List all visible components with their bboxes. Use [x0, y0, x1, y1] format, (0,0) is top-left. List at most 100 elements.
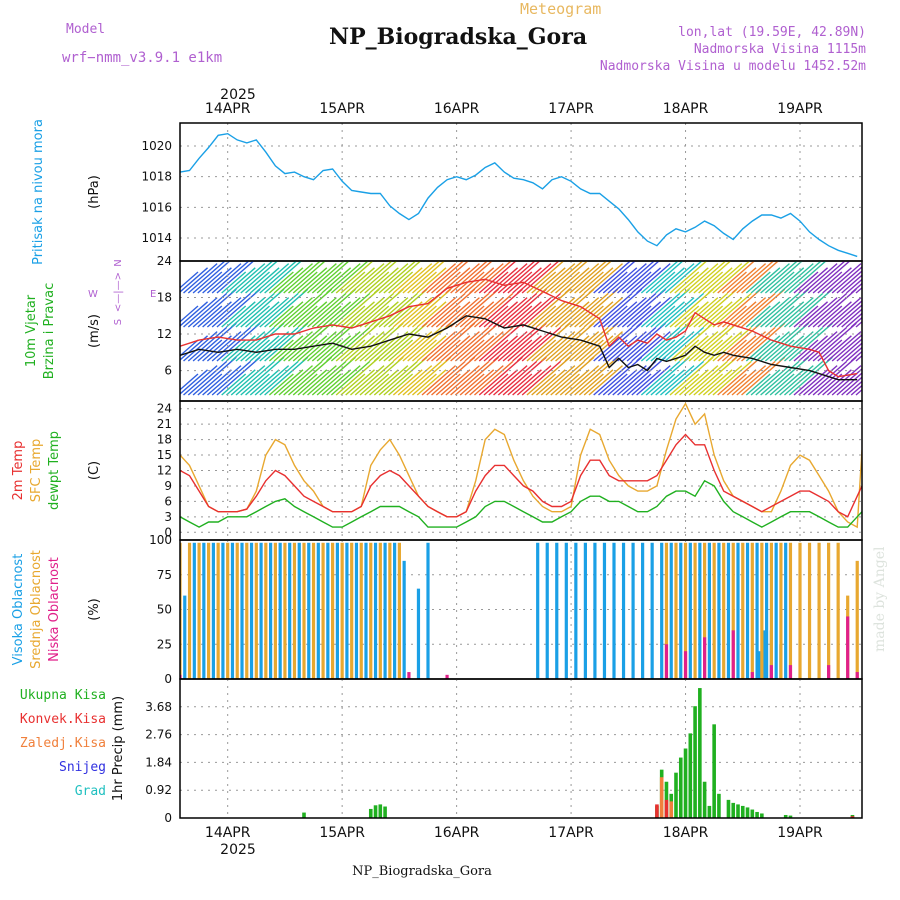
wind-barb	[583, 369, 614, 396]
compass-e: E	[150, 289, 156, 300]
wind-barb	[187, 261, 226, 294]
bar	[707, 542, 711, 679]
wind-barb	[483, 305, 509, 328]
wind-barb	[259, 292, 299, 328]
wind-barb	[536, 335, 566, 362]
wind-barb	[598, 288, 643, 328]
wind-barb	[216, 322, 261, 362]
side-label: 2m Temp	[11, 441, 26, 501]
wind-barb	[221, 271, 247, 294]
wind-barb	[311, 322, 356, 362]
wind-barb	[598, 356, 643, 396]
wind-barb	[369, 369, 399, 396]
top-date-axis: 14APR 15APR 16APR 17APR 18APR 19APR	[205, 101, 823, 117]
wind-barb	[536, 369, 566, 396]
wind-barb	[369, 267, 399, 294]
wind-barb	[249, 301, 280, 328]
bar	[769, 542, 773, 679]
wind-barb	[702, 301, 733, 328]
wind-barb	[774, 369, 805, 396]
bar	[703, 637, 707, 679]
bar	[202, 542, 206, 679]
wind-barb	[440, 369, 471, 396]
wind-barb	[493, 263, 528, 294]
wind-barb	[559, 369, 590, 396]
bar	[340, 542, 344, 679]
bar	[249, 542, 254, 679]
wind-barb	[416, 267, 447, 294]
wind-barb	[397, 263, 433, 294]
wind-barb	[350, 297, 385, 328]
wind-barb	[364, 271, 390, 294]
wind-barb	[502, 356, 547, 396]
bar	[693, 542, 697, 679]
wind-barb	[836, 304, 862, 328]
bar	[669, 542, 673, 679]
wind-barb	[273, 301, 304, 328]
bar	[216, 542, 220, 679]
bar	[807, 542, 812, 679]
wind-barb	[230, 263, 266, 294]
wind-barb	[516, 331, 552, 362]
wind-barb	[431, 322, 476, 362]
wind-barb	[292, 271, 318, 294]
wind-barb	[283, 326, 323, 362]
wind-barb	[612, 365, 647, 396]
y-unit-label: (m/s)	[87, 314, 102, 348]
bar	[674, 772, 678, 818]
wind-barb	[392, 267, 423, 294]
wind-arrows	[180, 261, 862, 396]
series-layer	[180, 132, 858, 258]
wind-barb	[307, 360, 347, 396]
y-tick-label: 1014	[141, 231, 172, 245]
bar	[702, 781, 707, 818]
y-tick-label: 24	[157, 254, 172, 268]
y-unit-label: (%)	[87, 598, 102, 621]
wind-barb	[421, 263, 457, 294]
compass-w: W	[88, 289, 98, 300]
wind-barb	[631, 267, 662, 294]
bar	[698, 542, 702, 679]
wind-barb	[617, 326, 657, 362]
wind-barb	[807, 360, 848, 396]
wind-barb	[392, 335, 423, 362]
wind-barb	[192, 288, 237, 328]
y-unit-label: (hPa)	[87, 175, 102, 209]
wind-barb	[817, 373, 843, 396]
wind-barb	[340, 271, 366, 294]
wind-barb	[435, 339, 461, 362]
wind-barb	[426, 261, 465, 294]
wind-barb	[180, 271, 199, 289]
wind-barb	[245, 271, 270, 294]
wind-barb	[464, 335, 495, 362]
bar	[335, 542, 339, 679]
y-tick-label: 25	[157, 637, 172, 651]
wind-barb	[206, 331, 242, 362]
bar	[180, 674, 182, 679]
wind-barb	[464, 369, 495, 396]
wind-barb	[459, 339, 485, 362]
wind-barb	[774, 301, 805, 328]
wind-barb	[640, 292, 681, 328]
wind-barb	[645, 322, 690, 362]
wind-barb	[283, 360, 323, 396]
wind-barb	[822, 369, 852, 396]
wind-barb	[712, 261, 751, 294]
wind-barb	[421, 365, 457, 396]
wind-barb	[679, 369, 709, 396]
wind-barb	[302, 263, 337, 294]
series-layer	[302, 688, 855, 818]
wind-barb	[583, 301, 614, 328]
wind-barb	[550, 288, 595, 328]
series-line	[180, 402, 862, 529]
wind-barb	[402, 261, 441, 294]
bar	[345, 542, 349, 679]
bar	[273, 542, 277, 679]
wind-barb	[297, 267, 328, 294]
bar	[674, 542, 678, 679]
bar	[311, 542, 316, 679]
bar	[765, 542, 769, 679]
wind-barb	[507, 339, 533, 362]
wind-barb	[707, 365, 743, 396]
wind-barb	[297, 369, 328, 396]
